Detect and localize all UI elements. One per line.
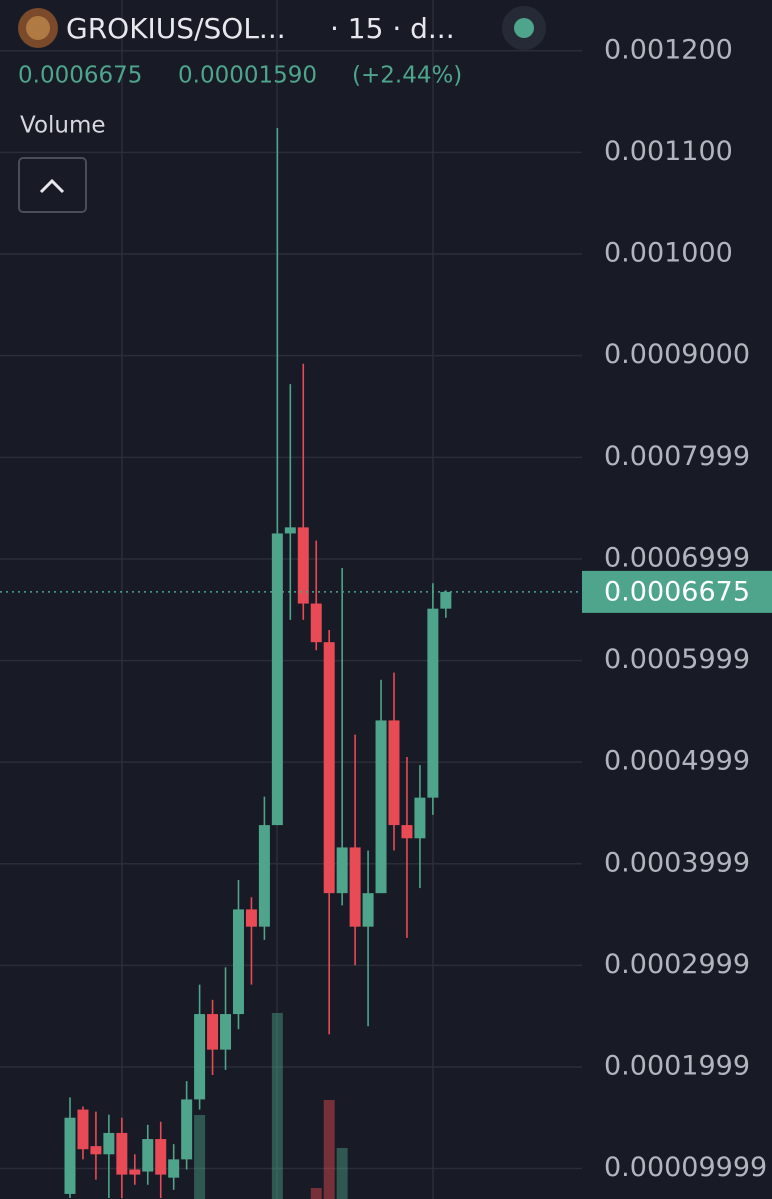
candle-body (271, 533, 283, 826)
grid (0, 0, 582, 1199)
change-pct: (+2.44%) (352, 63, 462, 89)
y-tick-label: 0.0007999 (604, 441, 750, 472)
pair-name[interactable]: GROKIUS/SOL... (66, 12, 286, 45)
y-tick-label: 0.0003999 (604, 847, 750, 878)
status-dot (514, 18, 534, 38)
candle-body (427, 608, 439, 798)
candle-body (77, 1109, 89, 1150)
candle-body (116, 1132, 128, 1175)
candle-body (90, 1146, 102, 1155)
y-tick-label: 0.0006999 (604, 542, 750, 573)
candle-body (297, 527, 309, 604)
candle-body (232, 909, 244, 1015)
candle-body (258, 825, 270, 927)
y-tick-label: 0.001200 (604, 34, 733, 65)
y-tick-label: 0.0002999 (604, 949, 750, 980)
chevron-up (39, 178, 65, 194)
candle-body (64, 1117, 76, 1194)
candle-body (168, 1159, 180, 1178)
price-axis: 0.001200 0.001100 0.001000 0.0009000 0.00079… (582, 34, 772, 1183)
token-icon-inner (26, 16, 50, 40)
candle-body (207, 1014, 219, 1050)
candle-body (245, 909, 257, 927)
last-price-box (582, 570, 772, 613)
candle-body (194, 1014, 206, 1100)
volume-bar (310, 1188, 322, 1199)
collapse-button[interactable] (18, 157, 87, 213)
candle-body (323, 642, 335, 894)
volume-bar (336, 1148, 348, 1199)
candle-body (440, 591, 452, 609)
candle-body (336, 847, 348, 894)
volume-bar (323, 1100, 335, 1199)
price: 0.0006675 (18, 63, 142, 89)
candle-body (362, 893, 374, 927)
volume-bar (271, 1013, 283, 1199)
candle-body (103, 1132, 115, 1155)
y-tick-label: 0.0005999 (604, 644, 750, 675)
y-tick-label: 0.00009999 (604, 1152, 767, 1183)
candle-body (375, 720, 387, 894)
candle-body (220, 1014, 232, 1050)
candle-body (129, 1169, 141, 1175)
y-tick-label: 0.001100 (604, 136, 733, 167)
candle-body (284, 527, 296, 534)
y-tick-label: 0.0001999 (604, 1051, 750, 1082)
y-tick-label: 0.0009000 (604, 339, 750, 370)
candle-body (414, 797, 426, 839)
change: 0.00001590 (178, 63, 317, 89)
candle-body (181, 1099, 193, 1160)
volume-bar (194, 1115, 206, 1199)
last-price-label: 0.0006675 (604, 576, 750, 607)
y-tick-label: 0.001000 (604, 238, 733, 269)
interval[interactable]: · 15 · d... (330, 12, 455, 45)
candle-body (349, 847, 361, 927)
candle-body (401, 825, 413, 839)
volume-label: Volume (20, 113, 106, 139)
candle-body (155, 1139, 167, 1175)
candle-body (310, 603, 322, 643)
candle-body (142, 1139, 154, 1172)
y-tick-label: 0.0004999 (604, 746, 750, 777)
plot (0, 128, 582, 1199)
candle-body (388, 720, 400, 826)
